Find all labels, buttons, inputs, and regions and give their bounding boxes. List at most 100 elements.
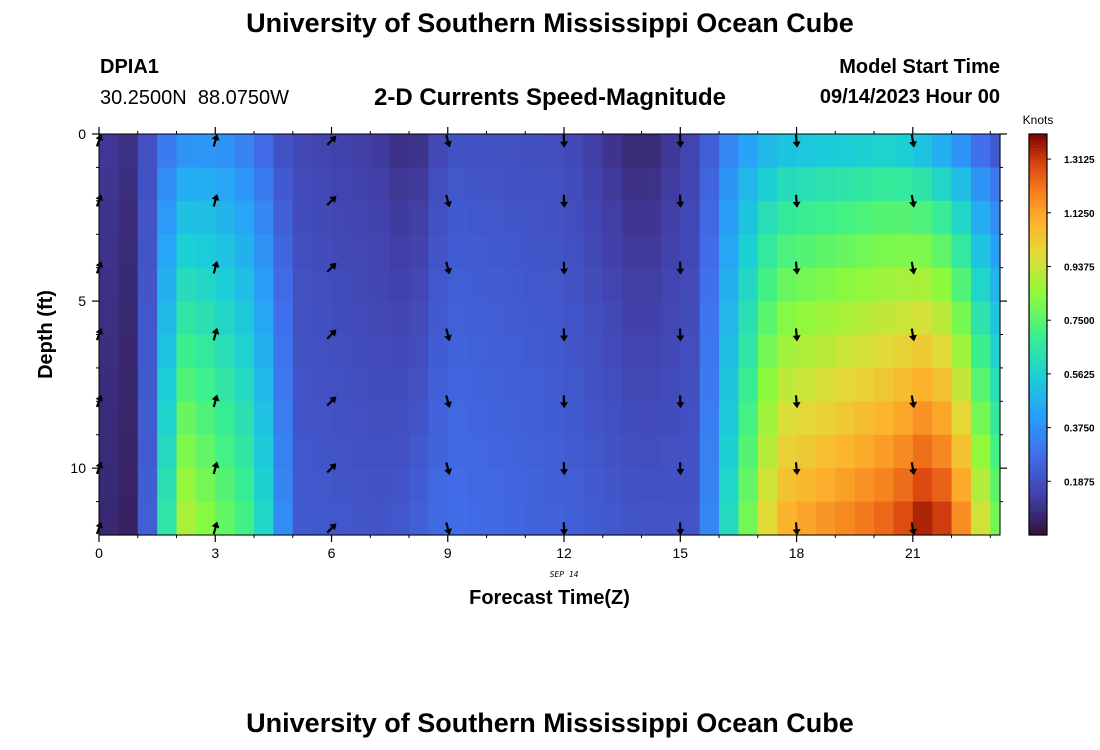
heatmap-cell (350, 267, 371, 302)
heatmap-cell (273, 134, 294, 169)
heatmap-cell (486, 367, 507, 402)
heatmap-cell (699, 434, 720, 469)
heatmap-cell (680, 334, 701, 369)
heatmap-cell (350, 468, 371, 503)
colorbar-segment (1029, 274, 1047, 279)
heatmap-cell (970, 267, 991, 302)
heatmap-cell (970, 234, 991, 269)
current-arrow (792, 522, 801, 536)
current-arrow-head (329, 396, 337, 404)
current-arrow-head (211, 133, 220, 141)
current-arrow-head (95, 261, 104, 269)
colorbar-segment (1029, 441, 1047, 446)
heatmap-cell (215, 401, 236, 436)
heatmap-cell (990, 301, 1001, 336)
heatmap-cell (350, 234, 371, 269)
heatmap-cell (118, 334, 139, 369)
heatmap-cell (641, 167, 662, 202)
heatmap-cell (932, 401, 953, 436)
heatmap-cell (176, 367, 197, 402)
heatmap-cell (893, 367, 914, 402)
colorbar-segment (1029, 324, 1047, 329)
heatmap-cell (815, 367, 836, 402)
heatmap-cell (641, 267, 662, 302)
heatmap-cell (486, 234, 507, 269)
current-arrow (792, 194, 801, 208)
current-arrow-head (560, 201, 569, 208)
heatmap-cell (428, 200, 449, 235)
heatmap-cell (331, 367, 352, 402)
colorbar-segment (1029, 347, 1047, 352)
colorbar-segment (1029, 247, 1047, 252)
heatmap-cell (602, 401, 623, 436)
heatmap-cell (564, 134, 585, 169)
heatmap-cell (583, 501, 604, 536)
current-arrow (909, 522, 917, 536)
heatmap-cell (719, 367, 740, 402)
colorbar-segment (1029, 491, 1047, 496)
colorbar-segment (1029, 187, 1047, 192)
colorbar-segment (1029, 411, 1047, 416)
heatmap-cell (796, 468, 817, 503)
colorbar-segment (1029, 284, 1047, 289)
current-arrow-head (909, 267, 917, 275)
heatmap-cell (777, 367, 798, 402)
current-arrow (95, 261, 104, 274)
heatmap-cell (486, 267, 507, 302)
heatmap-cell (467, 434, 488, 469)
heatmap-cell (874, 434, 895, 469)
heatmap-cell (409, 401, 429, 436)
heatmap-cell (622, 401, 643, 436)
heatmap-cell (254, 401, 274, 436)
heatmap-cell (118, 367, 139, 402)
heatmap-cell (137, 401, 158, 436)
heatmap-cell (447, 301, 468, 336)
heatmap-cell (757, 501, 778, 536)
heatmap-cell (350, 334, 371, 369)
heatmap-cell (564, 367, 585, 402)
heatmap-cell (874, 334, 895, 369)
colorbar-label: Knots (1023, 113, 1054, 127)
heatmap-cell (254, 167, 274, 202)
heatmap-cell (292, 501, 313, 536)
heatmap-cell (970, 468, 991, 503)
colorbar-segment (1029, 334, 1047, 339)
colorbar-segment (1029, 150, 1047, 155)
heatmap-cell (409, 367, 429, 402)
heatmap-cell (622, 267, 643, 302)
colorbar-segment (1029, 244, 1047, 249)
heatmap-cell (583, 234, 604, 269)
current-arrow (676, 395, 685, 409)
heatmap-cell (757, 301, 778, 336)
model-start-label: Model Start Time (839, 56, 1000, 78)
current-arrow-head (329, 195, 337, 203)
heatmap-cell (350, 167, 371, 202)
heatmap-cell (796, 267, 817, 302)
heatmap-cell (932, 367, 953, 402)
heatmap-cell (137, 334, 158, 369)
heatmap-cell (176, 200, 197, 235)
x-tick-label: 21 (905, 545, 921, 561)
heatmap-cell (738, 401, 759, 436)
heatmap-cell (505, 367, 526, 402)
heatmap-cell (583, 267, 604, 302)
heatmap-cell (389, 468, 410, 503)
heatmap-cell (525, 167, 546, 202)
x-axis-label: Forecast Time(Z) (469, 587, 630, 609)
heatmap-cell (428, 501, 449, 536)
heatmap-cell (215, 167, 236, 202)
colorbar-segment (1029, 281, 1047, 285)
heatmap-cell (99, 367, 119, 402)
heatmap-cell (467, 367, 488, 402)
heatmap-cell (447, 167, 468, 202)
colorbar-tick-label: 0.7500 (1064, 316, 1095, 327)
current-arrow (95, 461, 104, 475)
heatmap-cell (622, 134, 643, 169)
heatmap-cell (273, 301, 294, 336)
heatmap-cell (99, 301, 119, 336)
colorbar-segment (1029, 397, 1047, 402)
heatmap-cell (234, 334, 255, 369)
heatmap-cell (525, 134, 546, 169)
current-arrow (95, 521, 104, 535)
heatmap-cell (176, 167, 197, 202)
